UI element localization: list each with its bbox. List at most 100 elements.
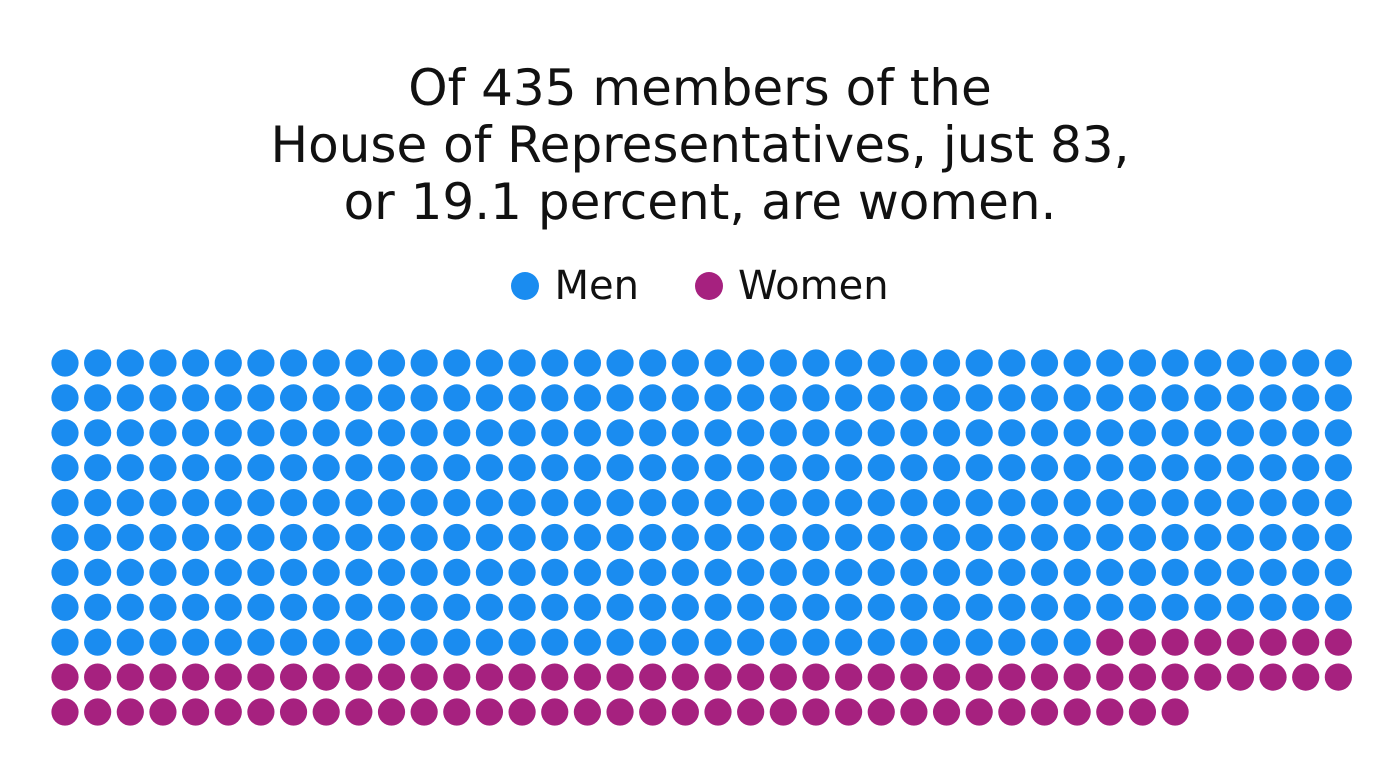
dot-men xyxy=(1259,523,1287,552)
dot-men xyxy=(214,593,242,621)
dot-men xyxy=(214,523,242,552)
dot-women xyxy=(443,663,471,691)
dot-men xyxy=(704,489,732,517)
dot-men xyxy=(998,384,1026,412)
dot-women xyxy=(1259,628,1287,656)
dot-men xyxy=(1096,523,1124,552)
dot-women xyxy=(345,698,373,726)
dot-women xyxy=(606,698,634,726)
chart-title: Of 435 members of the House of Represent… xyxy=(0,60,1400,231)
dot-men xyxy=(247,558,275,587)
dot-men xyxy=(737,593,765,621)
dot-women xyxy=(671,663,699,691)
dot-men xyxy=(247,593,275,621)
dot-men xyxy=(149,349,177,377)
dot-men xyxy=(116,523,144,552)
dot-men xyxy=(606,523,634,552)
dot-men xyxy=(704,419,732,447)
dot-men xyxy=(116,628,144,656)
dot-men xyxy=(737,523,765,552)
dot-men xyxy=(541,558,569,587)
dot-women xyxy=(867,663,895,691)
dot-men xyxy=(149,593,177,621)
dot-women xyxy=(606,663,634,691)
dot-men xyxy=(443,489,471,517)
dot-men xyxy=(475,489,504,517)
dot-men xyxy=(1259,419,1287,447)
dot-men xyxy=(541,384,569,412)
dot-men xyxy=(835,558,863,587)
dot-women xyxy=(1063,698,1091,726)
dot-men xyxy=(345,349,373,377)
dot-men xyxy=(51,384,79,412)
dot-men xyxy=(508,384,536,412)
dot-men xyxy=(573,489,602,517)
dot-men xyxy=(835,593,863,621)
dot-women xyxy=(1226,663,1254,691)
dot-women xyxy=(214,698,242,726)
dot-men xyxy=(149,454,177,482)
dot-men xyxy=(835,489,863,517)
dot-men xyxy=(573,419,602,447)
dot-men xyxy=(1292,558,1320,587)
dot-women xyxy=(1030,698,1059,726)
dot-men xyxy=(573,349,602,377)
dot-men xyxy=(998,349,1026,377)
dot-men xyxy=(639,593,667,621)
dot-men xyxy=(51,419,79,447)
dot-men xyxy=(247,454,275,482)
dot-men xyxy=(606,593,634,621)
dot-men xyxy=(116,454,144,482)
dot-men xyxy=(704,593,732,621)
dot-men xyxy=(1161,558,1189,587)
dot-men xyxy=(508,454,536,482)
dot-men xyxy=(1292,523,1320,552)
dot-women xyxy=(116,698,144,726)
dot-women xyxy=(214,663,242,691)
dot-men xyxy=(704,349,732,377)
dot-men xyxy=(835,454,863,482)
dot-men xyxy=(475,419,504,447)
dot-women xyxy=(541,663,569,691)
dot-men xyxy=(1324,454,1352,482)
dot-men xyxy=(84,349,112,377)
dot-women xyxy=(769,663,797,691)
dot-men xyxy=(508,593,536,621)
dot-men xyxy=(247,523,275,552)
dot-men xyxy=(279,558,308,587)
dot-men xyxy=(1096,593,1124,621)
dot-men xyxy=(51,593,79,621)
dot-men xyxy=(51,489,79,517)
dot-men xyxy=(443,628,471,656)
dot-women xyxy=(182,698,210,726)
dot-women xyxy=(900,698,928,726)
dot-men xyxy=(214,489,242,517)
dot-men xyxy=(769,558,797,587)
dot-men xyxy=(116,489,144,517)
dot-men xyxy=(508,558,536,587)
dot-women xyxy=(1096,663,1124,691)
legend-item-men: Men xyxy=(511,262,639,310)
dot-men xyxy=(1128,523,1157,552)
dot-men xyxy=(312,419,340,447)
dot-women xyxy=(345,663,373,691)
dot-men xyxy=(932,523,961,552)
dot-men xyxy=(802,419,830,447)
dot-men xyxy=(1194,593,1222,621)
dot-men xyxy=(1292,593,1320,621)
dot-women xyxy=(704,663,732,691)
legend-item-women: Women xyxy=(694,262,889,310)
dot-men xyxy=(737,628,765,656)
dot-men xyxy=(1128,454,1157,482)
dot-men xyxy=(802,628,830,656)
dot-men xyxy=(932,558,961,587)
dot-men xyxy=(932,489,961,517)
dot-men xyxy=(639,349,667,377)
dot-men xyxy=(867,454,895,482)
dot-men xyxy=(932,628,961,656)
dot-men xyxy=(1128,349,1157,377)
dot-men xyxy=(1096,384,1124,412)
dot-men xyxy=(377,454,406,482)
dot-men xyxy=(443,384,471,412)
dot-men xyxy=(1161,454,1189,482)
